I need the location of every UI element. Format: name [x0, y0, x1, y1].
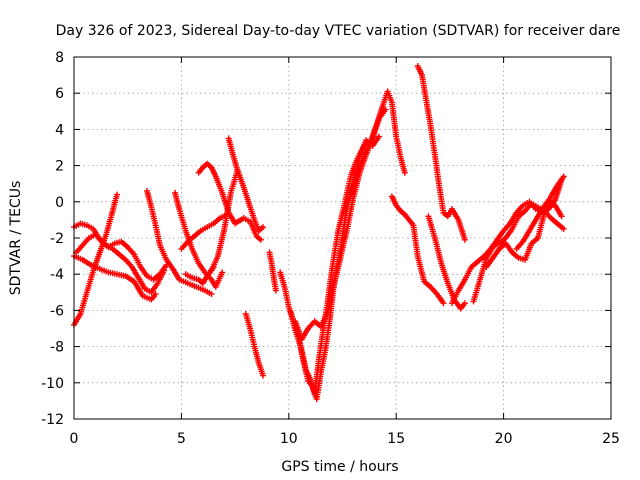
data-point [114, 191, 120, 198]
series-track-q [348, 88, 408, 196]
series-track-v [470, 200, 567, 305]
data-point [257, 236, 264, 243]
x-tick-label: 15 [387, 431, 405, 447]
series-track-s [414, 63, 468, 243]
series-track-l [242, 311, 266, 379]
series-track-r [388, 193, 447, 307]
y-tick-label: -8 [50, 340, 64, 356]
data-point [260, 224, 266, 231]
series-track-c [73, 231, 170, 283]
chart-title: Day 326 of 2023, Sidereal Day-to-day VTE… [56, 23, 621, 39]
data-point [152, 291, 159, 298]
series-line [174, 192, 223, 288]
series-track-d [71, 253, 159, 303]
series-track-a [71, 191, 120, 328]
data-point [234, 168, 241, 174]
x-axis-label: GPS time / hours [281, 459, 398, 475]
series-track-f [172, 189, 226, 290]
series-track-x [513, 197, 565, 252]
y-tick-label: -2 [50, 231, 64, 247]
series-track-b [71, 220, 168, 296]
x-tick-label: 0 [70, 431, 79, 447]
series-track-t [425, 213, 468, 312]
y-tick-label: -12 [41, 412, 64, 428]
series-track-g [178, 211, 230, 252]
data-point [461, 300, 468, 307]
series-track-w [483, 173, 567, 270]
data-point [208, 291, 215, 298]
x-tick-label: 25 [602, 431, 620, 447]
data-point [219, 269, 226, 276]
y-tick-label: 8 [55, 50, 64, 66]
series-track-e [144, 187, 215, 298]
y-tick-label: -4 [50, 267, 64, 283]
data-point [560, 225, 567, 232]
data-point [272, 287, 279, 294]
y-tick-label: 4 [55, 122, 64, 138]
x-tick-labels: 0 5 10 15 20 25 [70, 431, 620, 447]
axis-ticks [73, 56, 612, 420]
data-point [260, 372, 266, 379]
y-tick-label: 0 [55, 195, 64, 211]
series-track-m [266, 249, 279, 294]
x-tick-label: 20 [495, 431, 513, 447]
data-point [560, 173, 567, 180]
data-point [376, 133, 382, 140]
data-point [558, 213, 565, 220]
series-track-j [225, 135, 266, 234]
series-track-u [449, 177, 565, 307]
series-line [451, 179, 563, 305]
y-tick-label: 2 [55, 159, 64, 175]
data-point [440, 300, 447, 307]
x-tick-label: 5 [177, 431, 186, 447]
data-series [71, 63, 567, 403]
y-tick-label: -6 [50, 303, 64, 319]
y-tick-labels: -12 -10 -8 -6 -4 -2 0 2 4 6 8 [41, 50, 64, 428]
data-point [461, 236, 468, 243]
series-track-k [208, 168, 241, 274]
y-axis-label: SDTVAR / TECUs [8, 181, 24, 296]
y-tick-label: -10 [41, 376, 64, 392]
y-tick-label: 6 [55, 86, 64, 102]
x-tick-label: 10 [280, 431, 298, 447]
data-point [401, 169, 408, 176]
